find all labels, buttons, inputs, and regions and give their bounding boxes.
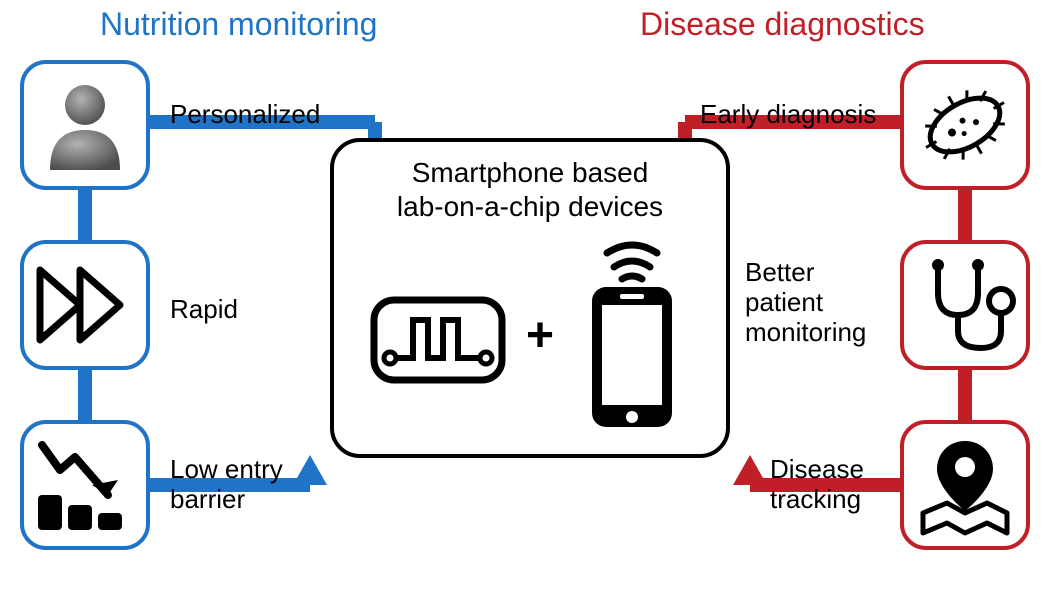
box-rapid bbox=[20, 240, 150, 370]
plus-symbol: + bbox=[526, 308, 554, 363]
heading-nutrition: Nutrition monitoring bbox=[100, 6, 377, 43]
heading-left-text: Nutrition monitoring bbox=[100, 6, 377, 42]
mappin-icon bbox=[915, 433, 1015, 538]
label-patient: Better patient monitoring bbox=[745, 258, 866, 348]
center-box: Smartphone based lab-on-a-chip devices + bbox=[330, 138, 730, 458]
box-mappin bbox=[900, 420, 1030, 550]
heading-right-text: Disease diagnostics bbox=[640, 6, 925, 42]
box-personalized bbox=[20, 60, 150, 190]
center-icons: + bbox=[334, 223, 726, 451]
label-barrier: Low entry barrier bbox=[170, 455, 283, 515]
microbe-icon bbox=[908, 70, 1023, 180]
stethoscope-icon bbox=[913, 253, 1018, 358]
heading-disease: Disease diagnostics bbox=[640, 6, 925, 43]
barrier-icon bbox=[30, 435, 140, 535]
box-microbe bbox=[900, 60, 1030, 190]
box-stethoscope bbox=[900, 240, 1030, 370]
diagram-canvas: Nutrition monitoring Disease diagnostics… bbox=[0, 0, 1050, 613]
label-tracking: Disease tracking bbox=[770, 455, 864, 515]
center-title-line2: lab-on-a-chip devices bbox=[397, 191, 663, 222]
label-early: Early diagnosis bbox=[700, 100, 876, 130]
label-personalized: Personalized bbox=[170, 100, 320, 130]
center-title-line1: Smartphone based bbox=[412, 157, 649, 188]
smartphone-icon bbox=[572, 235, 692, 435]
person-icon bbox=[35, 75, 135, 175]
chip-icon bbox=[368, 280, 508, 390]
box-barrier bbox=[20, 420, 150, 550]
center-title: Smartphone based lab-on-a-chip devices bbox=[334, 142, 726, 223]
label-rapid: Rapid bbox=[170, 295, 238, 325]
fastforward-icon bbox=[35, 260, 135, 350]
